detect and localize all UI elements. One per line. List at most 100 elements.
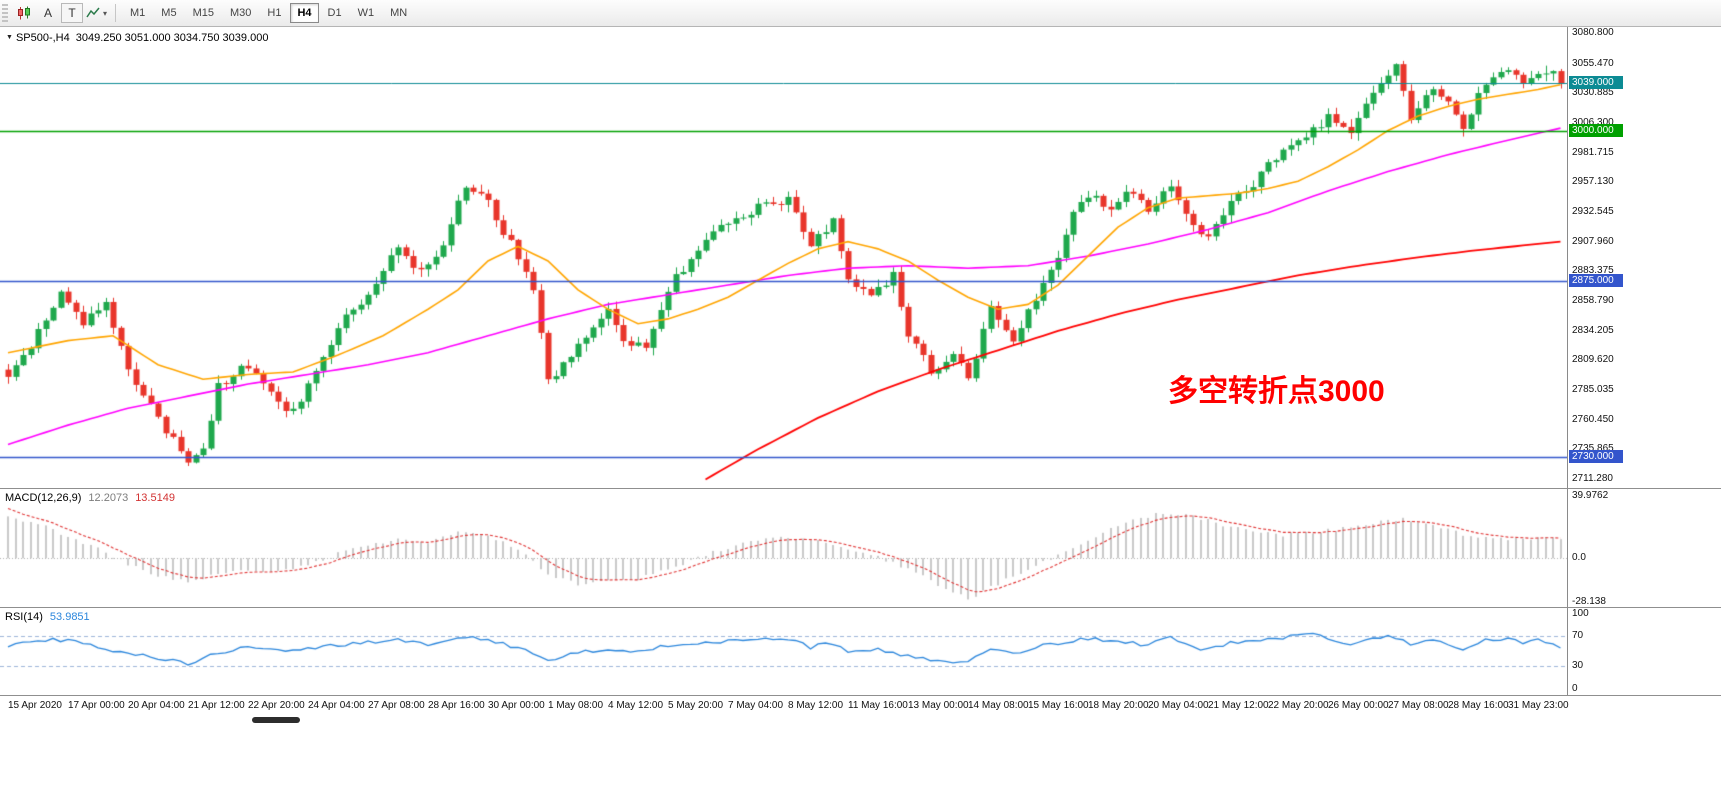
- candlestick-chart-icon: [17, 6, 30, 19]
- rsi-indicator-header: RSI(14) 53.9851: [5, 611, 90, 623]
- chart-title: ▼ SP500-,H4 3049.250 3051.000 3034.750 303…: [6, 32, 268, 44]
- bid-price-tag: 3039.000: [1569, 76, 1623, 90]
- rsi-axis-label: 100: [1572, 608, 1589, 619]
- macd-panel: MACD(12,26,9) 12.2073 13.5149 39.9762 0.0 -2…: [0, 488, 1721, 608]
- time-axis-label: 1 May 08:00: [548, 700, 604, 711]
- price-axis-label: 2957.130: [1572, 176, 1614, 188]
- macd-axis-label: 0.0: [1572, 552, 1586, 564]
- price-axis-label: 2907.960: [1572, 235, 1614, 247]
- timeframe-d1-button[interactable]: D1: [327, 7, 342, 19]
- time-axis-label: 26 May 00:00: [1328, 700, 1389, 711]
- time-axis-label: 8 May 12:00: [788, 700, 844, 711]
- price-chart-canvas[interactable]: [0, 27, 1567, 488]
- tool-t-label: T: [68, 6, 76, 20]
- level-price-tag: 2730.000: [1569, 449, 1623, 463]
- time-axis-label: 21 Apr 12:00: [188, 700, 245, 711]
- time-axis-label: 14 May 08:00: [968, 700, 1029, 711]
- tool-a-label: A: [43, 6, 52, 20]
- macd-axis-label: 39.9762: [1572, 489, 1609, 501]
- time-axis-label: 28 May 16:00: [1448, 700, 1509, 711]
- time-axis-label: 31 May 23:00: [1508, 700, 1569, 711]
- main-chart-panel: ▼ SP500-,H4 3049.250 3051.000 3034.750 303…: [0, 27, 1721, 488]
- toolbar: A T ▾ M1 M5 M15 M30 H1 H4 D1 W1 MN: [0, 0, 1721, 27]
- indicator-line-icon: [86, 7, 100, 18]
- time-axis-label: 21 May 12:00: [1208, 700, 1269, 711]
- macd-axis-label: -28.138: [1572, 595, 1606, 607]
- price-axis-label: 2981.715: [1572, 146, 1614, 158]
- rsi-axis: 100 70 30 0: [1567, 608, 1721, 695]
- window-marker-icon: ▼: [6, 34, 13, 41]
- time-axis-label: 28 Apr 16:00: [428, 700, 485, 711]
- price-axis-label: 2711.280: [1572, 473, 1613, 485]
- toolbar-grip[interactable]: [2, 4, 8, 22]
- time-axis-label: 17 Apr 00:00: [68, 700, 125, 711]
- macd-indicator-header: MACD(12,26,9) 12.2073 13.5149: [5, 492, 175, 504]
- timeframe-button-group: M1 M5 M15 M30 H1 H4 D1 W1 MN: [122, 3, 415, 23]
- level-price-tag: 3000.000: [1569, 123, 1623, 137]
- rsi-value: 53.9851: [49, 611, 90, 623]
- toolbar-tool-buttons: A T ▾: [12, 3, 109, 23]
- indicators-button[interactable]: ▾: [85, 3, 108, 23]
- price-axis[interactable]: 3080.800 3055.470 3030.885 3006.300 2981.715…: [1567, 27, 1721, 488]
- time-axis[interactable]: 15 Apr 2020 17 Apr 00:00 20 Apr 04:00 21 Ap…: [0, 695, 1721, 715]
- timeframe-h1-button[interactable]: H1: [267, 7, 282, 19]
- time-axis-label: 4 May 12:00: [608, 700, 664, 711]
- time-axis-label: 15 May 16:00: [1028, 700, 1089, 711]
- rsi-canvas[interactable]: [0, 609, 1567, 696]
- timeframe-m15-button[interactable]: M15: [192, 7, 214, 19]
- tool-a-button[interactable]: A: [37, 3, 59, 23]
- macd-axis: 39.9762 0.0 -28.138: [1567, 489, 1721, 607]
- time-axis-label: 13 May 00:00: [908, 700, 969, 711]
- price-axis-label: 2809.620: [1572, 354, 1614, 366]
- macd-name: MACD(12,26,9): [5, 492, 82, 504]
- chart-type-button[interactable]: [13, 3, 35, 23]
- price-axis-label: 2834.205: [1572, 324, 1614, 336]
- chart-ohlc-values: 3049.250 3051.000 3034.750 3039.000: [75, 32, 269, 44]
- price-axis-label: 2858.790: [1572, 295, 1614, 307]
- macd-signal-value: 13.5149: [135, 492, 175, 504]
- chart-symbol-period: SP500-,H4: [15, 32, 70, 44]
- timeframe-w1-button[interactable]: W1: [357, 7, 375, 19]
- rsi-axis-label: 70: [1572, 629, 1584, 641]
- tool-t-button[interactable]: T: [61, 3, 83, 23]
- price-axis-label: 2785.035: [1572, 384, 1614, 396]
- timeframe-m1-button[interactable]: M1: [130, 7, 146, 19]
- price-axis-label: 3080.800: [1572, 27, 1614, 38]
- timeframe-h4-button[interactable]: H4: [290, 3, 319, 23]
- price-axis-label: 3055.470: [1572, 57, 1614, 69]
- time-axis-label: 20 May 04:00: [1148, 700, 1209, 711]
- bottom-strip: [0, 715, 1721, 789]
- time-axis-label: 22 Apr 20:00: [248, 700, 305, 711]
- level-price-tag: 2875.000: [1569, 274, 1623, 288]
- time-axis-label: 15 Apr 2020: [8, 700, 62, 711]
- time-axis-label: 24 Apr 04:00: [308, 700, 365, 711]
- rsi-name: RSI(14): [5, 611, 43, 623]
- time-axis-label: 7 May 04:00: [728, 700, 784, 711]
- macd-canvas[interactable]: [0, 490, 1567, 608]
- timeframe-m5-button[interactable]: M5: [161, 7, 177, 19]
- time-axis-label: 20 Apr 04:00: [128, 700, 185, 711]
- timeframe-mn-button[interactable]: MN: [390, 7, 408, 19]
- chart-annotation-text[interactable]: 多空转折点3000: [1168, 375, 1385, 408]
- timeframe-m30-button[interactable]: M30: [229, 7, 252, 19]
- time-axis-label: 18 May 20:00: [1088, 700, 1149, 711]
- time-axis-label: 22 May 20:00: [1268, 700, 1329, 711]
- price-axis-label: 2932.545: [1572, 205, 1614, 217]
- horizontal-scroll-thumb[interactable]: [252, 717, 300, 723]
- time-axis-label: 30 Apr 00:00: [488, 700, 545, 711]
- time-axis-label: 11 May 16:00: [848, 700, 908, 711]
- price-axis-label: 2883.375: [1572, 265, 1614, 277]
- dropdown-caret-icon: ▾: [103, 8, 108, 18]
- price-axis-label: 3030.885: [1572, 87, 1614, 99]
- time-axis-label: 27 May 08:00: [1388, 700, 1449, 711]
- rsi-panel: RSI(14) 53.9851 100 70 30 0: [0, 607, 1721, 696]
- price-axis-label: 3006.300: [1572, 116, 1614, 128]
- rsi-axis-label: 0: [1572, 683, 1578, 694]
- time-axis-label: 27 Apr 08:00: [368, 700, 425, 711]
- price-axis-label: 2735.865: [1572, 443, 1614, 454]
- price-axis-label: 2760.450: [1572, 413, 1614, 425]
- time-axis-label: 5 May 20:00: [668, 700, 724, 711]
- rsi-axis-label: 30: [1572, 660, 1584, 672]
- toolbar-separator: [115, 4, 117, 22]
